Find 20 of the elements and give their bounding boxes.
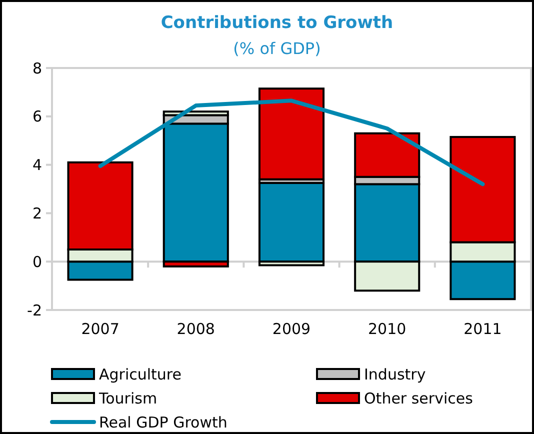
x-tick-label: 2008 xyxy=(176,320,215,338)
x-tick-label: 2010 xyxy=(368,320,406,338)
legend-label: Tourism xyxy=(98,389,158,408)
y-tick-label: 0 xyxy=(32,252,42,271)
bar xyxy=(258,182,325,263)
legend-label: Real GDP Growth xyxy=(99,413,228,432)
y-tick-label: 8 xyxy=(32,59,42,78)
legend-label: Industry xyxy=(364,365,426,384)
y-tick-label: 4 xyxy=(32,156,42,174)
legend-label: Other services xyxy=(364,389,474,408)
legend-label: Agriculture xyxy=(99,365,182,384)
bar xyxy=(258,88,325,180)
chart-title: Contributions to Growth xyxy=(160,13,394,33)
y-tick-label: -2 xyxy=(27,301,42,320)
y-tick-label: 2 xyxy=(32,204,42,222)
chart-subtitle: (% of GDP) xyxy=(233,39,321,58)
x-tick-label: 2011 xyxy=(464,320,502,338)
x-tick-label: 2009 xyxy=(272,320,311,338)
x-tick-label: 2007 xyxy=(81,320,120,338)
y-tick-label: 6 xyxy=(32,108,42,126)
